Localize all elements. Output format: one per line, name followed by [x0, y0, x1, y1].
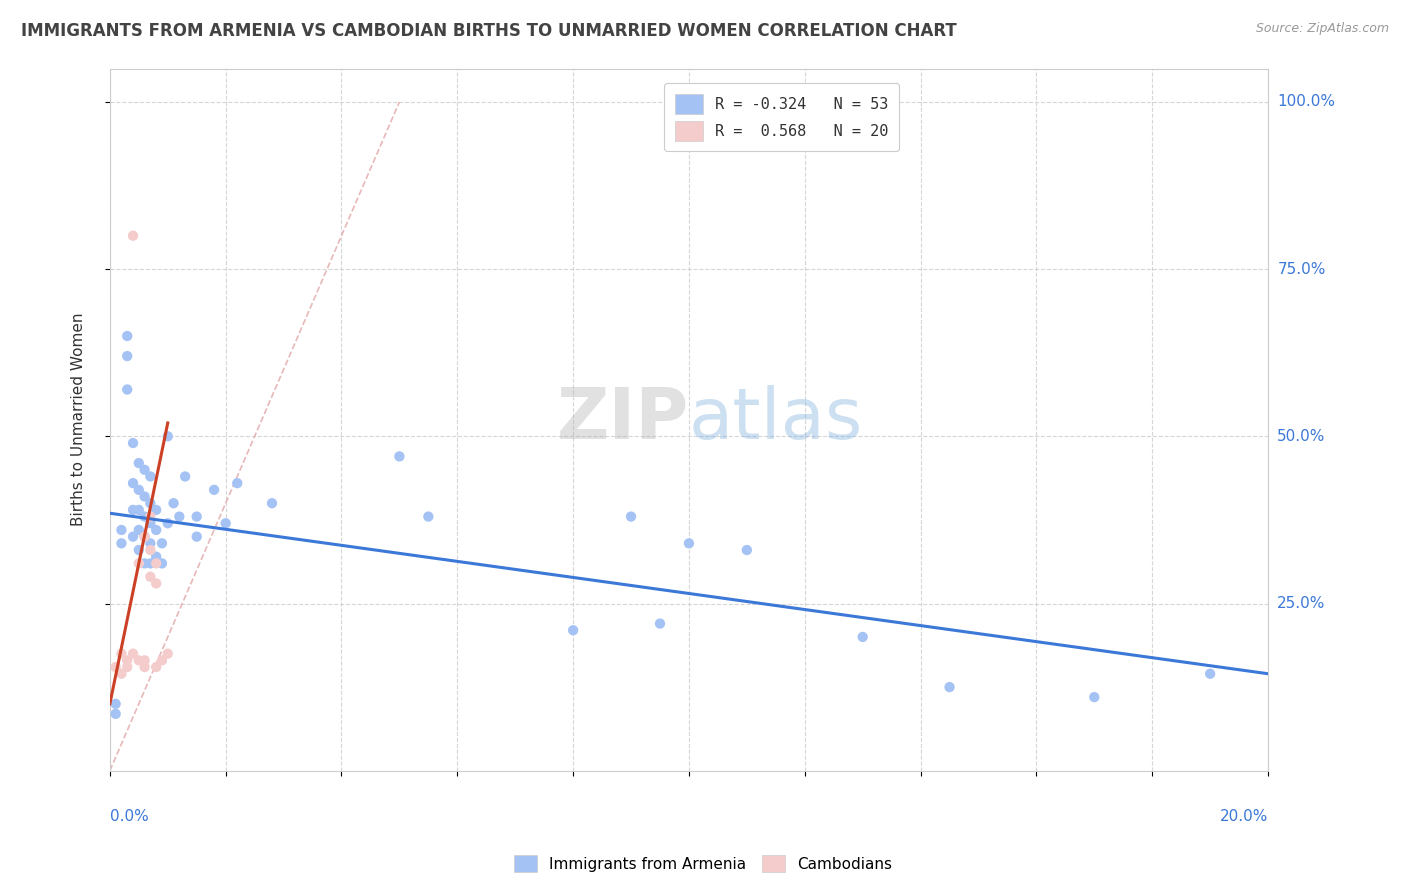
- Point: [145, 557, 167, 571]
- Point: [122, 436, 145, 450]
- Point: [110, 536, 132, 550]
- Point: [735, 543, 758, 558]
- Point: [145, 549, 167, 564]
- Point: [156, 429, 179, 443]
- Point: [169, 509, 191, 524]
- Point: [162, 496, 184, 510]
- Text: 50.0%: 50.0%: [1277, 429, 1326, 444]
- Point: [115, 383, 138, 397]
- Point: [139, 509, 162, 524]
- Text: ZIP: ZIP: [557, 385, 689, 454]
- Point: [1083, 690, 1105, 705]
- Point: [938, 680, 960, 694]
- Point: [128, 557, 150, 571]
- Point: [186, 509, 208, 524]
- Point: [110, 523, 132, 537]
- Text: atlas: atlas: [689, 385, 863, 454]
- Text: 25.0%: 25.0%: [1277, 596, 1326, 611]
- Point: [115, 660, 138, 674]
- Point: [1199, 666, 1222, 681]
- Point: [852, 630, 875, 644]
- Point: [128, 456, 150, 470]
- Point: [388, 450, 411, 464]
- Point: [648, 616, 671, 631]
- Point: [115, 329, 138, 343]
- Point: [260, 496, 283, 510]
- Point: [226, 476, 249, 491]
- Text: 100.0%: 100.0%: [1277, 95, 1336, 110]
- Point: [139, 496, 162, 510]
- Text: 20.0%: 20.0%: [1219, 809, 1268, 824]
- Point: [104, 697, 127, 711]
- Point: [128, 653, 150, 667]
- Point: [139, 516, 162, 531]
- Point: [134, 530, 156, 544]
- Point: [134, 490, 156, 504]
- Point: [134, 509, 156, 524]
- Point: [128, 483, 150, 497]
- Point: [122, 530, 145, 544]
- Point: [115, 349, 138, 363]
- Point: [134, 463, 156, 477]
- Y-axis label: Births to Unmarried Women: Births to Unmarried Women: [72, 313, 86, 526]
- Point: [128, 543, 150, 558]
- Point: [145, 503, 167, 517]
- Point: [122, 228, 145, 243]
- Point: [145, 523, 167, 537]
- Point: [156, 516, 179, 531]
- Point: [128, 523, 150, 537]
- Point: [134, 557, 156, 571]
- Point: [678, 536, 700, 550]
- Point: [186, 530, 208, 544]
- Point: [122, 647, 145, 661]
- Point: [134, 660, 156, 674]
- Point: [139, 543, 162, 558]
- Point: [110, 666, 132, 681]
- Point: [134, 653, 156, 667]
- Legend: R = -0.324   N = 53, R =  0.568   N = 20: R = -0.324 N = 53, R = 0.568 N = 20: [665, 83, 898, 152]
- Point: [620, 509, 643, 524]
- Point: [139, 469, 162, 483]
- Text: Source: ZipAtlas.com: Source: ZipAtlas.com: [1256, 22, 1389, 36]
- Point: [128, 503, 150, 517]
- Point: [139, 557, 162, 571]
- Point: [145, 576, 167, 591]
- Point: [202, 483, 225, 497]
- Point: [418, 509, 440, 524]
- Point: [156, 647, 179, 661]
- Point: [122, 503, 145, 517]
- Point: [150, 536, 173, 550]
- Point: [134, 530, 156, 544]
- Point: [562, 624, 585, 638]
- Legend: Immigrants from Armenia, Cambodians: Immigrants from Armenia, Cambodians: [506, 847, 900, 880]
- Point: [139, 570, 162, 584]
- Point: [104, 660, 127, 674]
- Point: [139, 536, 162, 550]
- Point: [145, 660, 167, 674]
- Point: [150, 557, 173, 571]
- Text: 75.0%: 75.0%: [1277, 261, 1326, 277]
- Point: [174, 469, 197, 483]
- Text: IMMIGRANTS FROM ARMENIA VS CAMBODIAN BIRTHS TO UNMARRIED WOMEN CORRELATION CHART: IMMIGRANTS FROM ARMENIA VS CAMBODIAN BIR…: [21, 22, 957, 40]
- Point: [115, 653, 138, 667]
- Point: [215, 516, 238, 531]
- Point: [122, 476, 145, 491]
- Text: 0.0%: 0.0%: [110, 809, 149, 824]
- Point: [110, 647, 132, 661]
- Point: [150, 653, 173, 667]
- Point: [104, 706, 127, 721]
